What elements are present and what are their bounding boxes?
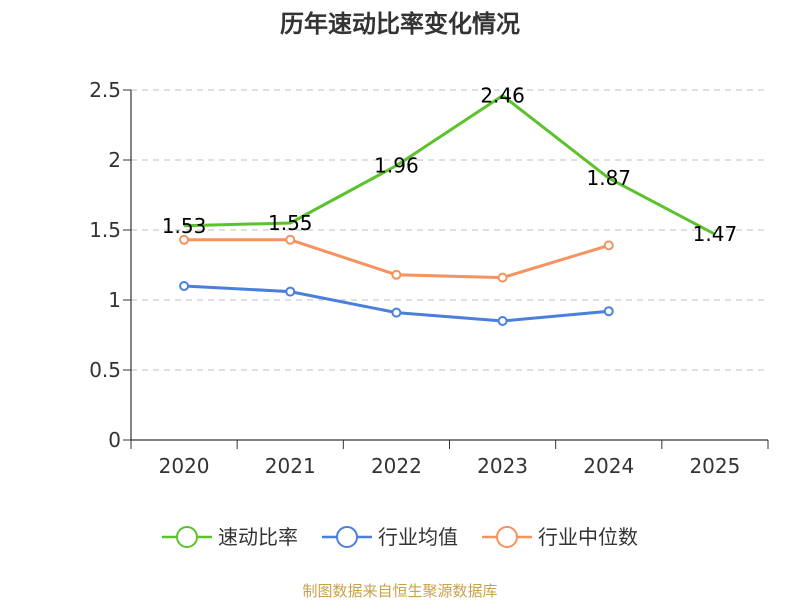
data-point[interactable]	[497, 316, 508, 326]
gridlines	[131, 89, 768, 371]
data-point[interactable]	[391, 269, 402, 280]
legend-marker	[496, 526, 518, 548]
data-label: 2.46	[480, 84, 525, 108]
y-tick-label: 1	[108, 288, 121, 312]
x-tick-label: 2025	[689, 454, 740, 478]
legend-item-1[interactable]: 速动比率	[162, 525, 298, 549]
data-point[interactable]	[179, 281, 190, 291]
data-point[interactable]	[603, 240, 614, 251]
legend-label: 速动比率	[218, 525, 298, 549]
x-tick-label: 2023	[477, 454, 528, 478]
data-point[interactable]	[603, 306, 614, 317]
axes: 0 0.5 1 1.5 2 2.5 2020 2021 2022 2023 2024 2025	[89, 78, 769, 478]
data-label: 1.53	[162, 214, 207, 238]
data-labels: 1.53 1.55 1.96 2.46 1.87 1.47	[162, 84, 737, 247]
series-line-1	[184, 94, 716, 236]
legend-item-3[interactable]: 行业中位数	[482, 525, 638, 549]
legend-marker	[176, 526, 198, 548]
chart-title: 历年速动比率变化情况	[280, 10, 520, 38]
legend: 速动比率 行业均值 行业中位数	[162, 525, 638, 549]
y-tick-label: 2	[108, 148, 121, 172]
series-layer	[179, 94, 716, 326]
data-point[interactable]	[497, 272, 508, 283]
y-tick-label: 0.5	[89, 358, 121, 382]
data-point[interactable]	[285, 234, 296, 245]
x-tick-label: 2024	[583, 454, 634, 478]
x-tick-label: 2021	[265, 454, 316, 478]
legend-item-2[interactable]: 行业均值	[322, 525, 458, 549]
x-tick-label: 2020	[159, 454, 210, 478]
x-tick-label: 2022	[371, 454, 422, 478]
legend-label: 行业均值	[378, 525, 458, 549]
legend-marker	[336, 526, 358, 548]
data-label: 1.87	[586, 166, 631, 190]
data-label: 1.96	[374, 154, 419, 178]
y-tick-label: 0	[108, 428, 121, 452]
source-note: 制图数据来自恒生聚源数据库	[302, 582, 497, 600]
data-point[interactable]	[179, 234, 190, 245]
data-point[interactable]	[391, 307, 402, 318]
data-label: 1.55	[268, 211, 313, 235]
data-label: 1.47	[693, 222, 738, 246]
data-point[interactable]	[285, 286, 296, 297]
legend-label: 行业中位数	[538, 525, 638, 549]
y-tick-label: 1.5	[89, 218, 121, 242]
y-tick-label: 2.5	[89, 78, 121, 102]
